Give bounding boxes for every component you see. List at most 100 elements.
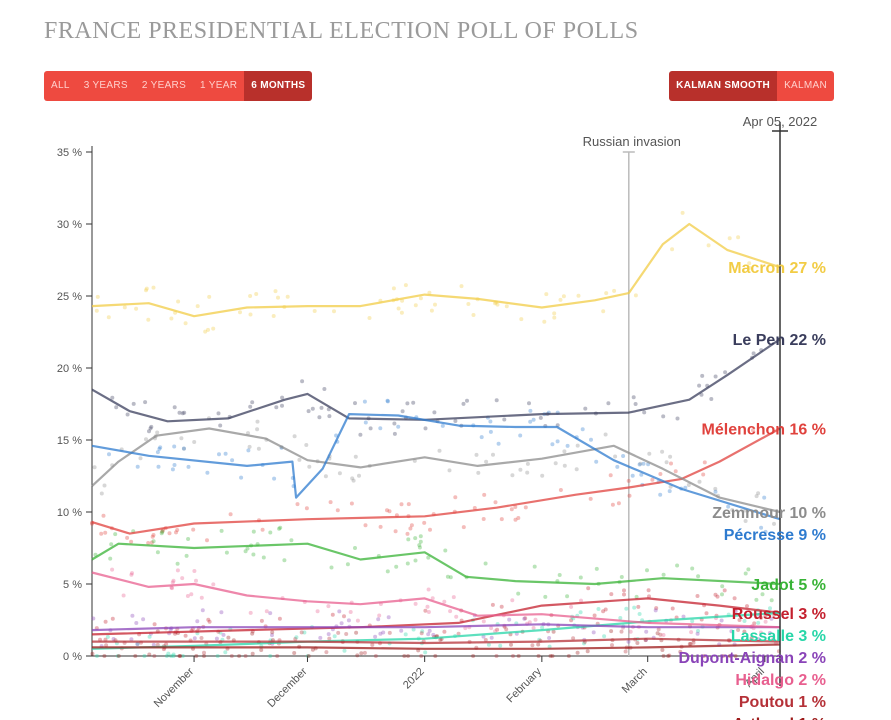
poll-dot xyxy=(345,562,350,567)
poll-dot xyxy=(496,441,501,446)
poll-dot xyxy=(713,374,718,379)
poll-dot xyxy=(228,512,233,517)
poll-dot xyxy=(337,471,342,476)
poll-dot xyxy=(391,286,396,291)
poll-dot xyxy=(113,532,118,537)
date-cursor[interactable]: Apr 05, 2022 xyxy=(743,114,817,686)
poll-dot xyxy=(697,383,702,388)
poll-dot xyxy=(172,405,177,410)
poll-dot xyxy=(99,531,104,536)
poll-dot xyxy=(185,594,190,598)
poll-dot xyxy=(615,464,620,469)
poll-dot xyxy=(713,486,718,491)
poll-dot xyxy=(642,410,647,415)
series-line-pecresse xyxy=(91,413,781,521)
poll-dot xyxy=(160,529,165,534)
poll-dot xyxy=(386,615,391,620)
series-lines xyxy=(91,222,781,650)
2-years-button[interactable]: 2 YEARS xyxy=(134,71,194,101)
poll-dot xyxy=(178,654,183,658)
poll-dot xyxy=(670,606,675,611)
poll-dot xyxy=(442,629,447,634)
poll-dot xyxy=(667,489,672,494)
poll-dot xyxy=(226,635,231,640)
poll-dot xyxy=(353,401,357,406)
poll-dot xyxy=(297,457,302,462)
poll-dot xyxy=(376,617,381,622)
poll-dot xyxy=(146,541,151,545)
poll-dot xyxy=(626,478,631,483)
poll-dot xyxy=(160,529,165,534)
poll-dot xyxy=(194,654,199,658)
poll-dot xyxy=(362,650,367,655)
poll-dot xyxy=(300,379,305,384)
poll-dot xyxy=(664,460,669,465)
poll-dot xyxy=(275,654,280,658)
poll-dot xyxy=(171,652,176,657)
poll-dot xyxy=(558,297,563,302)
poll-dot xyxy=(493,629,498,634)
poll-dot xyxy=(704,611,709,616)
poll-dot xyxy=(525,470,530,475)
poll-dot xyxy=(151,539,156,544)
poll-dot xyxy=(130,613,135,618)
poll-dot xyxy=(453,419,458,423)
1-year-button[interactable]: 1 YEAR xyxy=(193,71,245,101)
poll-dot xyxy=(488,429,493,434)
poll-dot xyxy=(666,654,671,658)
poll-dot xyxy=(445,574,450,579)
poll-dot xyxy=(192,569,197,573)
poll-dot xyxy=(246,431,250,436)
poll-dot xyxy=(433,654,438,658)
6-months-button[interactable]: 6 MONTHS xyxy=(244,71,313,101)
poll-dot xyxy=(661,572,666,577)
poll-dot xyxy=(752,621,757,626)
poll-dot xyxy=(172,463,177,467)
kalman-button[interactable]: KALMAN xyxy=(777,71,834,101)
poll-dot xyxy=(661,654,666,658)
poll-dot xyxy=(169,316,174,321)
poll-dot xyxy=(658,492,663,497)
kalman-smooth-button[interactable]: KALMAN SMOOTH xyxy=(669,71,778,101)
poll-dot xyxy=(305,654,310,658)
poll-dot xyxy=(619,575,624,579)
poll-dot xyxy=(195,304,200,309)
poll-dot xyxy=(272,476,277,481)
poll-dot xyxy=(622,592,626,597)
poll-dot xyxy=(248,610,253,615)
cursor-date-label: Apr 05, 2022 xyxy=(743,114,817,129)
poll-dot xyxy=(588,496,593,501)
poll-dot xyxy=(519,317,524,322)
poll-dot xyxy=(562,449,567,454)
poll-dot xyxy=(510,598,515,603)
3-years-button[interactable]: 3 YEARS xyxy=(76,71,135,101)
poll-dot xyxy=(328,500,333,505)
poll-dot xyxy=(489,626,494,631)
poll-dot xyxy=(633,402,638,406)
poll-dot xyxy=(736,235,741,240)
series-label-poutou: Poutou 1 % xyxy=(739,694,826,711)
poll-dot xyxy=(363,420,368,425)
poll-dot xyxy=(206,327,210,332)
poll-dot xyxy=(418,539,423,544)
poll-dot xyxy=(422,520,427,525)
poll-dot xyxy=(205,538,209,543)
poll-dot xyxy=(322,387,327,391)
poll-dot xyxy=(368,426,373,431)
poll-dot xyxy=(307,464,312,469)
poll-dot xyxy=(690,566,695,571)
poll-dot xyxy=(255,427,260,432)
poll-dot xyxy=(108,556,113,561)
poll-dot xyxy=(494,654,499,658)
poll-dot xyxy=(106,315,111,320)
poll-dot xyxy=(116,654,121,658)
all-button[interactable]: ALL xyxy=(44,71,77,101)
poll-dot xyxy=(248,404,253,409)
poll-dot xyxy=(644,629,649,634)
poll-dot xyxy=(596,607,601,611)
poll-dot xyxy=(456,631,461,636)
poll-dot xyxy=(544,292,549,297)
poll-dot xyxy=(431,632,436,637)
poll-dot xyxy=(268,530,273,535)
poll-dot xyxy=(726,504,731,509)
